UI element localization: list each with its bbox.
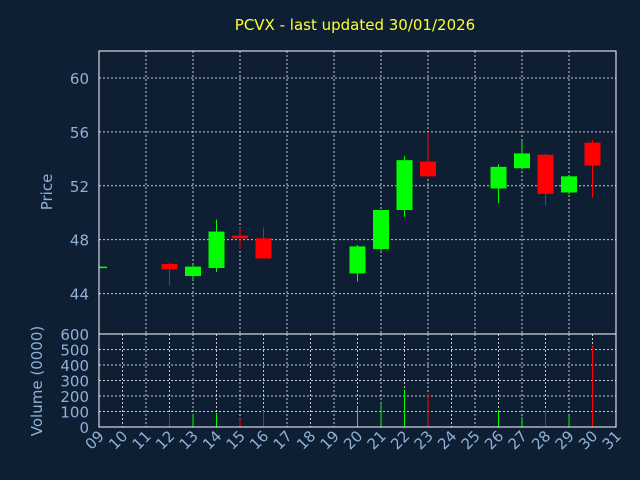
day-tick-label: 22 bbox=[387, 427, 413, 453]
candle-body bbox=[185, 266, 201, 277]
volume-tick-label: 500 bbox=[60, 342, 89, 360]
day-tick-label: 10 bbox=[105, 427, 131, 453]
candle-body bbox=[349, 246, 366, 274]
candle-body bbox=[396, 160, 413, 211]
x-axis-label: Day bbox=[332, 457, 362, 475]
day-tick-label: 17 bbox=[270, 427, 296, 453]
volume-tick-label: 200 bbox=[60, 388, 89, 406]
price-tick-labels: 44 48 52 56 60 bbox=[70, 70, 89, 304]
candle-body bbox=[99, 266, 107, 269]
day-tick-label: 18 bbox=[293, 427, 319, 453]
candle-body bbox=[537, 154, 554, 194]
day-tick-label: 19 bbox=[317, 427, 343, 453]
candle-body bbox=[208, 231, 225, 268]
candle-body bbox=[255, 238, 272, 259]
volume-tick-label: 100 bbox=[60, 404, 89, 422]
price-tick-label: 56 bbox=[70, 124, 89, 142]
candle-body bbox=[161, 263, 178, 270]
day-tick-label: 12 bbox=[152, 427, 178, 453]
day-tick-label: 14 bbox=[199, 427, 225, 453]
day-tick-label: 27 bbox=[505, 427, 531, 453]
volume-tick-label: 600 bbox=[60, 326, 89, 344]
volume-bars bbox=[169, 346, 593, 427]
volume-tick-label: 400 bbox=[60, 357, 89, 375]
day-tick-label: 29 bbox=[552, 427, 578, 453]
volume-tick-label: 0 bbox=[79, 419, 89, 437]
day-tick-label: 31 bbox=[599, 427, 625, 453]
day-tick-labels: 0910111213141516171819202122232425262728… bbox=[82, 427, 625, 453]
day-tick-label: 24 bbox=[434, 427, 460, 453]
volume-panel-frame bbox=[98, 333, 617, 428]
price-tick-label: 48 bbox=[70, 232, 89, 250]
day-tick-label: 20 bbox=[340, 427, 366, 453]
candle-body bbox=[232, 235, 248, 239]
price-tick-label: 60 bbox=[70, 70, 89, 88]
candle-body bbox=[561, 176, 577, 193]
candle-body bbox=[584, 142, 601, 166]
volume-axis-label: Volume (0000) bbox=[28, 326, 46, 436]
day-tick-label: 11 bbox=[129, 427, 155, 453]
day-tick-label: 23 bbox=[411, 427, 437, 453]
day-tick-label: 16 bbox=[246, 427, 272, 453]
day-tick-label: 13 bbox=[176, 427, 202, 453]
day-tick-label: 28 bbox=[528, 427, 554, 453]
day-tick-label: 30 bbox=[575, 427, 601, 453]
candle-body bbox=[373, 210, 389, 250]
price-tick-label: 44 bbox=[70, 286, 89, 304]
day-tick-label: 15 bbox=[223, 427, 249, 453]
volume-tick-label: 300 bbox=[60, 373, 89, 391]
price-tick-label: 52 bbox=[70, 178, 89, 196]
day-tick-label: 25 bbox=[458, 427, 484, 453]
candle-body bbox=[420, 161, 436, 177]
day-tick-label: 21 bbox=[364, 427, 390, 453]
chart-title: PCVX - last updated 30/01/2026 bbox=[235, 16, 475, 34]
day-tick-label: 26 bbox=[481, 427, 507, 453]
price-candles bbox=[99, 131, 601, 286]
price-axis-label: Price bbox=[38, 174, 56, 211]
candle-body bbox=[490, 166, 507, 189]
candle-body bbox=[514, 153, 530, 169]
